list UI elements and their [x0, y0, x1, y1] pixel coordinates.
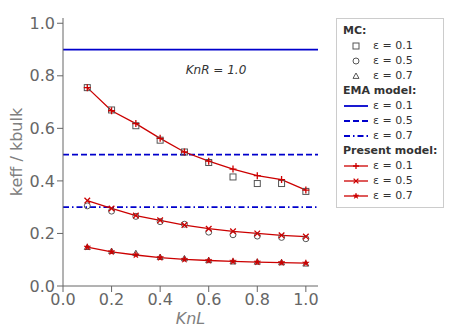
svg-text:0.2: 0.2 [99, 290, 124, 309]
svg-text:0.6: 0.6 [30, 119, 55, 138]
html-text:EMA model:: EMA model: [343, 84, 417, 97]
html-text:KnR = 1.0: KnR = 1.0 [185, 63, 247, 77]
svg-text:0.4: 0.4 [30, 172, 55, 191]
svg-text:0.6: 0.6 [196, 290, 221, 309]
html-text:ε = 0.7: ε = 0.7 [373, 69, 413, 82]
svg-text:0.8: 0.8 [30, 66, 55, 85]
html-text:ε = 0.1: ε = 0.1 [373, 159, 413, 172]
html-text:ε = 0.1: ε = 0.1 [373, 99, 413, 112]
html-text:ε = 0.5: ε = 0.5 [373, 174, 413, 187]
html-text:ε = 0.7: ε = 0.7 [373, 189, 413, 202]
svg-text:keff / kbulk: keff / kbulk [8, 107, 26, 196]
svg-text:0.0: 0.0 [50, 290, 76, 310]
svg-text:1.0: 1.0 [293, 290, 318, 309]
svg-text:0.2: 0.2 [30, 224, 55, 243]
html-text:ε = 0.7: ε = 0.7 [373, 129, 413, 142]
html-text:ε = 0.5: ε = 0.5 [373, 114, 413, 127]
svg-text:0.4: 0.4 [147, 290, 172, 309]
svg-text:0.0: 0.0 [30, 277, 55, 296]
html-text:Present model:: Present model: [343, 144, 438, 157]
html-text:ε = 0.1: ε = 0.1 [373, 39, 413, 52]
html-text:MC:: MC: [343, 24, 367, 37]
svg-text:KnL: KnL [176, 309, 206, 326]
svg-text:0.8: 0.8 [245, 290, 270, 309]
svg-text:1.0: 1.0 [30, 14, 55, 33]
html-text:ε = 0.5: ε = 0.5 [373, 54, 413, 67]
